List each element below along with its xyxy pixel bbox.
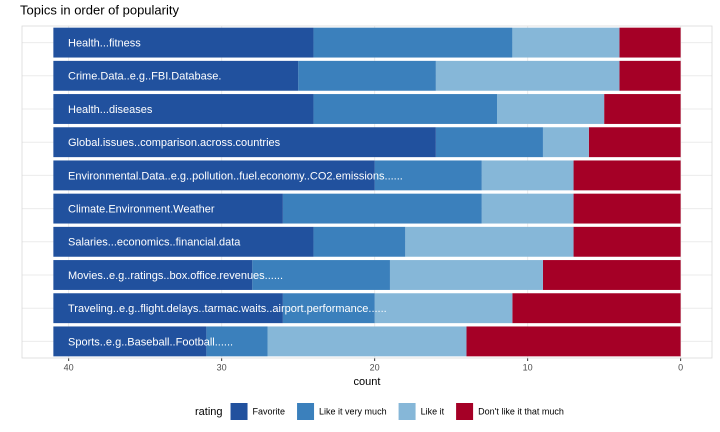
x-tick-label: 30: [217, 362, 227, 372]
bar-segment: [435, 60, 620, 91]
bar-segment: [53, 193, 283, 224]
bar-segment: [389, 260, 543, 290]
bar-segment: [619, 27, 681, 58]
bar-segment: [604, 94, 681, 124]
chart-title: Topics in order of popularity: [20, 2, 179, 17]
bar-segment: [313, 226, 406, 257]
panel-border: [21, 25, 713, 359]
bar-segment: [282, 193, 482, 224]
bar-segment: [53, 326, 207, 357]
bar-segment: [374, 293, 513, 324]
category-label: Global.issues..comparison.across.countri…: [68, 137, 281, 149]
bar-segment: [252, 260, 390, 290]
bar-segment: [374, 160, 482, 191]
bar-segment: [481, 193, 574, 224]
legend-label: Like it very much: [319, 406, 387, 416]
bar-segment: [313, 94, 498, 124]
category-label: Salaries...economics..financial.data: [68, 237, 241, 249]
x-tick-label: 0: [678, 362, 683, 372]
bar-segment: [282, 293, 375, 324]
x-axis-title: count: [354, 376, 381, 388]
bar-segment: [573, 160, 681, 191]
bar-segment: [405, 226, 574, 257]
bar-segment: [206, 326, 268, 357]
legend-swatch: [230, 403, 248, 420]
x-tick-label: 10: [523, 362, 533, 372]
bar-segment: [53, 160, 375, 191]
legend-swatch: [297, 403, 315, 420]
bar-segment: [53, 60, 299, 91]
bar-segment: [53, 127, 436, 158]
bar-segment: [542, 127, 589, 158]
bar-segment: [573, 226, 681, 257]
bar-segment: [53, 27, 314, 58]
bar-segment: [481, 160, 574, 191]
bar-segment: [588, 127, 681, 158]
bar-segment: [466, 326, 681, 357]
category-label: Climate.Environment.Weather: [68, 204, 215, 216]
bar-segment: [53, 293, 283, 324]
bar-segment: [512, 293, 681, 324]
x-tick-label: 40: [64, 362, 74, 372]
category-label: Traveling..e.g..flight.delays..tarmac.wa…: [68, 303, 387, 315]
legend-swatch: [398, 403, 416, 420]
legend-title: rating: [195, 406, 223, 418]
x-tick-label: 20: [370, 362, 380, 372]
bar-segment: [53, 94, 314, 124]
category-label: Sports..e.g..Baseball..Football......: [68, 336, 233, 348]
bar-segment: [267, 326, 467, 357]
bar-segment: [619, 60, 681, 91]
bar-segment: [573, 193, 681, 224]
bar-segment: [497, 94, 605, 124]
bar-segment: [53, 226, 314, 257]
legend-label: Like it: [421, 406, 445, 416]
bar-segment: [298, 60, 436, 91]
legend-swatch: [456, 403, 474, 420]
legend-label: Don't like it that much: [478, 406, 564, 416]
category-label: Environmental.Data..e.g..pollution..fuel…: [68, 170, 403, 182]
category-label: Health...diseases: [68, 104, 153, 116]
category-label: Health...fitness: [68, 38, 141, 50]
bar-segment: [313, 27, 513, 58]
bar-segment: [542, 260, 681, 290]
category-label: Crime.Data..e.g..FBI.Database.: [68, 71, 221, 83]
bar-segment: [512, 27, 620, 58]
legend-label: Favorite: [253, 406, 286, 416]
category-label: Movies..e.g..ratings..box.office.revenue…: [68, 270, 283, 282]
bar-segment: [435, 127, 543, 158]
bar-segment: [53, 260, 253, 290]
